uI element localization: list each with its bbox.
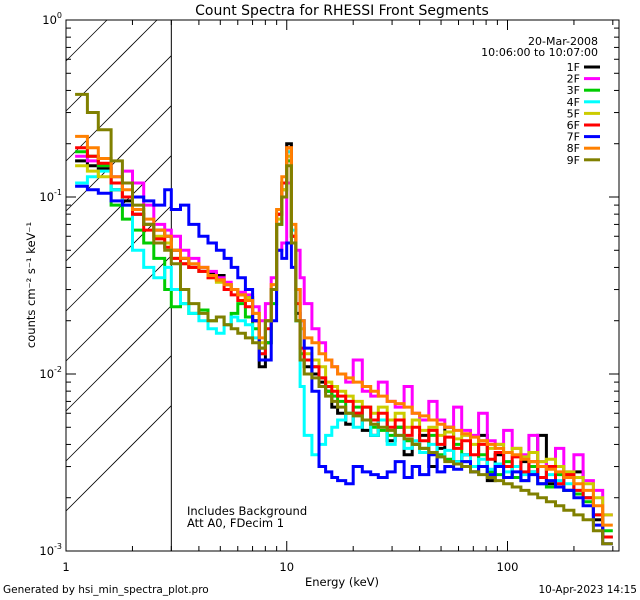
plot-frame bbox=[65, 19, 620, 552]
x-tick-label: 10 bbox=[279, 560, 294, 574]
y-tick-label: 100 bbox=[42, 11, 62, 27]
legend-label: 2F bbox=[567, 73, 580, 86]
series-line-6F bbox=[75, 146, 613, 539]
hatch-line bbox=[65, 105, 172, 212]
footer-generated: Generated by hsi_min_spectra_plot.pro bbox=[3, 584, 209, 596]
y-tick-label: 10-3 bbox=[39, 542, 62, 558]
chart-title: Count Spectra for RHESSI Front Segments bbox=[195, 3, 489, 19]
hatch-line bbox=[65, 355, 172, 462]
info-time-range: 10:06:00 to 10:07:00 bbox=[481, 46, 598, 59]
legend-label: 5F bbox=[567, 107, 580, 120]
info-date: 20-Mar-2008 bbox=[528, 35, 598, 48]
series-line-1F bbox=[75, 142, 613, 539]
legend-label: 4F bbox=[567, 96, 580, 109]
hatch-line bbox=[65, 19, 158, 112]
series-line-7F bbox=[75, 184, 613, 546]
hatch-line bbox=[65, 255, 172, 362]
note-attenuator: Att A0, FDecim 1 bbox=[187, 516, 284, 530]
hatch-line bbox=[65, 405, 172, 512]
series-line-8F bbox=[75, 134, 613, 527]
legend-label: 8F bbox=[567, 142, 580, 155]
hatch-line bbox=[65, 305, 172, 412]
legend-label: 9F bbox=[567, 154, 580, 167]
x-axis-label: Energy (keV) bbox=[305, 575, 379, 589]
y-tick-label: 10-2 bbox=[39, 365, 62, 381]
x-tick-label: 1 bbox=[62, 560, 69, 574]
hatch-line bbox=[65, 155, 172, 262]
x-tick-label: 100 bbox=[497, 560, 519, 574]
hatched-region bbox=[65, 19, 172, 512]
note-background: Includes Background bbox=[187, 504, 307, 518]
legend-label: 7F bbox=[567, 131, 580, 144]
y-axis-label: counts cm⁻² s⁻¹ keV⁻¹ bbox=[24, 222, 38, 348]
series-line-9F bbox=[75, 92, 613, 546]
y-tick-label: 10-1 bbox=[39, 188, 62, 204]
legend-label: 3F bbox=[567, 84, 580, 97]
hatch-line bbox=[65, 55, 172, 162]
hatch-line bbox=[65, 19, 108, 62]
footer-timestamp: 10-Apr-2023 14:15 bbox=[538, 584, 637, 596]
legend-label: 1F bbox=[567, 61, 580, 74]
legend-label: 6F bbox=[567, 119, 580, 132]
